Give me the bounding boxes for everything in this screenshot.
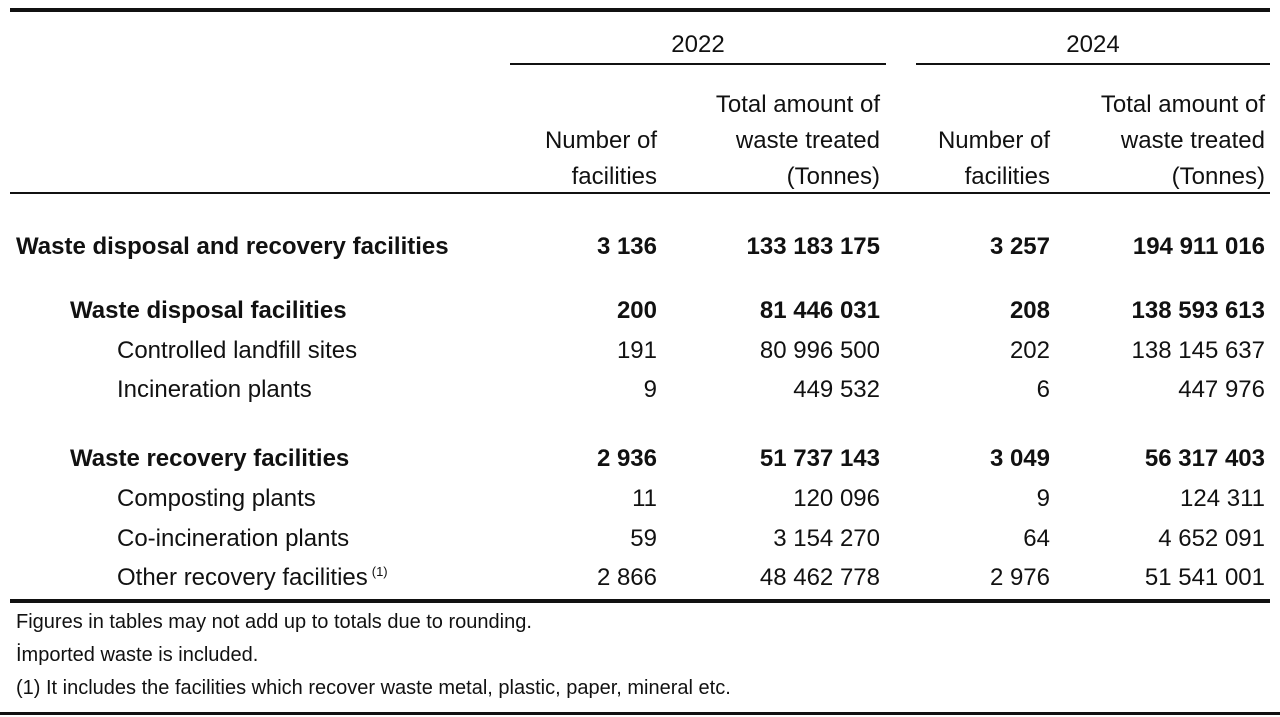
row-label: Waste disposal and recovery facilities [16, 233, 449, 260]
cell-waste-2024: 138 145 637 [1131, 337, 1265, 364]
col-header-line: facilities [571, 163, 657, 190]
cell-waste-2024: 447 976 [1178, 376, 1265, 403]
top-rule [10, 8, 1270, 12]
row-label: Waste disposal facilities [70, 297, 347, 324]
header-rule [10, 192, 1270, 194]
col-header-line: facilities [964, 163, 1050, 190]
col-header-line: Total amount of [1100, 91, 1265, 118]
cell-waste-2022: 133 183 175 [746, 233, 880, 260]
footnote: (1) It includes the facilities which rec… [16, 677, 731, 699]
cell-facilities-2022: 2 866 [596, 564, 657, 591]
cell-facilities-2024: 208 [1009, 297, 1050, 324]
col-header-line: Number of [937, 127, 1050, 154]
cell-waste-2024: 138 593 613 [1131, 297, 1265, 324]
footnote: Figures in tables may not add up to tota… [16, 611, 532, 633]
cell-facilities-2022: 191 [616, 337, 657, 364]
cell-waste-2024: 51 541 001 [1144, 564, 1265, 591]
cell-facilities-2024: 6 [1036, 376, 1050, 403]
col-number-2022: Number of facilities [545, 123, 657, 195]
cell-facilities-2024: 64 [1023, 525, 1050, 552]
cell-waste-2022: 48 462 778 [759, 564, 880, 591]
bottom-rule [10, 599, 1270, 603]
cell-facilities-2022: 59 [630, 525, 657, 552]
cell-facilities-2024: 202 [1009, 337, 1050, 364]
footer-rule [0, 712, 1280, 715]
cell-waste-2022: 81 446 031 [759, 297, 880, 324]
col-number-2024: Number of facilities [938, 123, 1050, 195]
col-header-line: waste treated [1120, 127, 1265, 154]
cell-waste-2022: 51 737 143 [759, 445, 880, 472]
cell-facilities-2024: 3 049 [989, 445, 1050, 472]
row-label-text: Other recovery facilities [117, 564, 368, 591]
row-label: Other recovery facilities (1) [117, 560, 388, 596]
year-2022-rule [510, 63, 886, 65]
footnote: İmported waste is included. [16, 644, 259, 666]
col-header-line: (Tonnes) [1171, 163, 1265, 190]
year-2024-header: 2024 [1066, 31, 1120, 58]
footnote-marker: (1) [371, 564, 388, 579]
cell-waste-2022: 449 532 [793, 376, 880, 403]
cell-facilities-2022: 11 [632, 485, 657, 512]
cell-facilities-2022: 2 936 [596, 445, 657, 472]
cell-waste-2024: 56 317 403 [1144, 445, 1265, 472]
col-header-line: (Tonnes) [786, 163, 880, 190]
cell-waste-2024: 194 911 016 [1132, 233, 1265, 260]
row-label: Co-incineration plants [117, 525, 350, 552]
col-header-line: Number of [544, 127, 657, 154]
year-2022-header: 2022 [671, 31, 725, 58]
col-total-2024: Total amount of waste treated (Tonnes) [1101, 87, 1265, 195]
cell-waste-2024: 4 652 091 [1158, 525, 1265, 552]
row-label: Incineration plants [117, 376, 312, 403]
cell-facilities-2024: 3 257 [989, 233, 1050, 260]
cell-waste-2024: 124 311 [1180, 485, 1265, 512]
col-header-line: Total amount of [715, 91, 880, 118]
col-header-line: waste treated [735, 127, 880, 154]
row-label: Waste recovery facilities [70, 445, 350, 472]
cell-waste-2022: 80 996 500 [759, 337, 880, 364]
cell-waste-2022: 120 096 [793, 485, 880, 512]
row-label: Controlled landfill sites [117, 337, 358, 364]
cell-facilities-2022: 3 136 [596, 233, 657, 260]
year-2024-rule [916, 63, 1270, 65]
col-total-2022: Total amount of waste treated (Tonnes) [716, 87, 880, 195]
cell-facilities-2024: 9 [1036, 485, 1050, 512]
cell-waste-2022: 3 154 270 [773, 525, 880, 552]
cell-facilities-2022: 200 [616, 297, 657, 324]
row-label: Composting plants [117, 485, 316, 512]
cell-facilities-2024: 2 976 [989, 564, 1050, 591]
cell-facilities-2022: 9 [643, 376, 657, 403]
